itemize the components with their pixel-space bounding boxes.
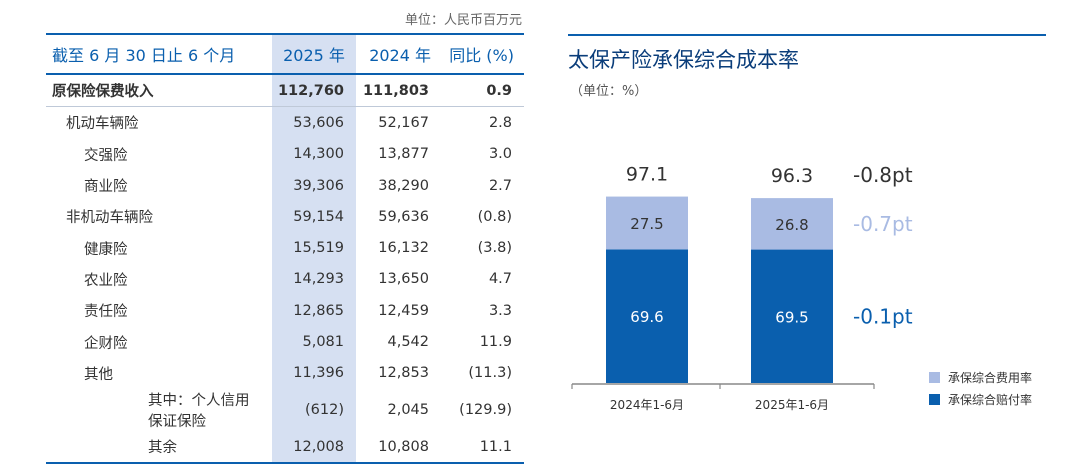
- value-2024: 16,132: [378, 240, 429, 257]
- value-2024: 10,808: [356, 430, 441, 465]
- data-label: 27.5: [630, 215, 663, 233]
- bar-segment-expense: [751, 198, 833, 250]
- row-name: 商业险: [84, 179, 128, 196]
- value-2025: 59,154: [272, 201, 356, 233]
- total-label: 97.1: [626, 164, 668, 186]
- table-header-row: 截至 6 月 30 日止 6 个月 2025 年 2024 年 同比 (%): [46, 34, 524, 74]
- row-name: 机动车辆险: [66, 116, 139, 133]
- value-yoy: (11.3): [468, 365, 512, 382]
- value-yoy: (0.8): [477, 208, 512, 225]
- combined-ratio-chart-panel: 太保产险承保综合成本率 （单位：%） 69.6 27.5 97.1 2024年1-6月…: [560, 0, 1080, 466]
- change-annotation: -0.7pt: [853, 212, 913, 236]
- value-yoy: 11.1: [441, 430, 524, 465]
- value-yoy: (129.9): [459, 401, 512, 418]
- table-unit-note: 单位：人民币百万元: [404, 13, 522, 28]
- table-row: 健康险 15,519 16,132 (3.8): [46, 232, 524, 264]
- bar-segment-claims: [751, 249, 833, 383]
- value-2025: 112,760: [272, 74, 356, 108]
- row-name: 交强险: [84, 147, 128, 164]
- header-2025: 2025 年: [272, 34, 356, 74]
- data-label: 69.6: [630, 308, 663, 326]
- table-row: 其他 11,396 12,853 (11.3): [46, 357, 524, 389]
- value-yoy: 2.8: [488, 114, 512, 131]
- value-yoy: 2.7: [488, 177, 512, 194]
- value-2025: 11,396: [272, 357, 356, 389]
- value-2025: 53,606: [272, 106, 356, 139]
- value-yoy: 4.7: [488, 271, 512, 288]
- value-2024: 111,803: [356, 74, 441, 108]
- value-2025: 15,519: [272, 232, 356, 264]
- value-2024: 52,167: [378, 114, 429, 131]
- row-name: 其余: [46, 430, 272, 465]
- table-row: 商业险 39,306 38,290 2.7: [46, 169, 524, 202]
- bar-segment-expense: [606, 196, 688, 250]
- row-name: 其他: [84, 366, 113, 383]
- value-2024: 59,636: [378, 208, 429, 225]
- value-yoy: 11.9: [479, 334, 512, 351]
- value-yoy: (3.8): [477, 240, 512, 257]
- value-2024: 12,853: [378, 365, 429, 382]
- row-name: 原保险保费收入: [46, 74, 272, 108]
- value-2025: 14,293: [272, 263, 356, 296]
- value-yoy: 3.0: [488, 146, 512, 163]
- value-2025: 5,081: [272, 326, 356, 358]
- revenue-table-panel: 单位：人民币百万元 截至 6 月 30 日止 6 个月 2025 年 2024 …: [46, 13, 524, 465]
- data-label: 69.5: [775, 308, 808, 326]
- table-row: 农业险 14,293 13,650 4.7: [46, 263, 524, 296]
- category-label: 2025年1-6月: [755, 398, 829, 412]
- chart-title: 太保产险承保综合成本率: [568, 48, 799, 72]
- chart-unit: （单位：%）: [570, 84, 648, 99]
- combined-ratio-chart: 69.6 27.5 97.1 2024年1-6月 69.5 26.8 96.3 2025年1-…: [571, 163, 1032, 412]
- row-name: 其中：个人信用保证保险: [148, 392, 250, 430]
- row-name: 非机动车辆险: [66, 210, 153, 227]
- table-row: 机动车辆险 53,606 52,167 2.8: [46, 106, 524, 139]
- table-row: 其余 12,008 10,808 11.1: [46, 430, 524, 465]
- value-2025: 12,008: [272, 430, 356, 465]
- row-name: 企财险: [84, 335, 128, 352]
- premium-income-table: 截至 6 月 30 日止 6 个月 2025 年 2024 年 同比 (%) 原…: [46, 33, 524, 465]
- table-row: 非机动车辆险 59,154 59,636 (0.8): [46, 201, 524, 233]
- value-2024: 2,045: [387, 401, 429, 418]
- chart-top-rule: [568, 34, 1046, 36]
- data-label: 26.8: [775, 216, 808, 234]
- value-2024: 12,459: [378, 302, 429, 319]
- value-yoy: 0.9: [441, 74, 524, 108]
- value-2025: 14,300: [272, 138, 356, 170]
- value-2025: (612): [272, 388, 356, 431]
- table-row: 企财险 5,081 4,542 11.9: [46, 326, 524, 358]
- row-name: 责任险: [84, 304, 128, 321]
- value-2025: 39,306: [272, 169, 356, 202]
- legend-swatch: [929, 394, 940, 405]
- table-row: 原保险保费收入 112,760 111,803 0.9: [46, 74, 524, 108]
- total-label: 96.3: [771, 165, 813, 187]
- row-name: 健康险: [84, 241, 128, 258]
- legend-swatch: [929, 372, 940, 383]
- header-2024: 2024 年: [369, 46, 431, 65]
- value-2024: 4,542: [387, 334, 429, 351]
- change-annotation: -0.8pt: [853, 163, 913, 187]
- bar-segment-claims: [606, 249, 688, 383]
- value-2024: 38,290: [378, 177, 429, 194]
- value-yoy: 3.3: [488, 302, 512, 319]
- change-annotation: -0.1pt: [853, 304, 913, 328]
- table-row: 其中：个人信用保证保险 (612) 2,045 (129.9): [46, 388, 524, 431]
- table-row: 交强险 14,300 13,877 3.0: [46, 138, 524, 170]
- value-2025: 12,865: [272, 295, 356, 327]
- row-name: 农业险: [84, 272, 128, 289]
- legend-label: 承保综合赔付率: [948, 392, 1032, 407]
- value-2024: 13,650: [378, 271, 429, 288]
- table-row: 责任险 12,865 12,459 3.3: [46, 295, 524, 327]
- category-label: 2024年1-6月: [610, 398, 684, 412]
- header-period: 截至 6 月 30 日止 6 个月: [52, 46, 236, 65]
- header-yoy: 同比 (%): [449, 46, 514, 65]
- value-2024: 13,877: [378, 146, 429, 163]
- legend-label: 承保综合费用率: [948, 370, 1032, 385]
